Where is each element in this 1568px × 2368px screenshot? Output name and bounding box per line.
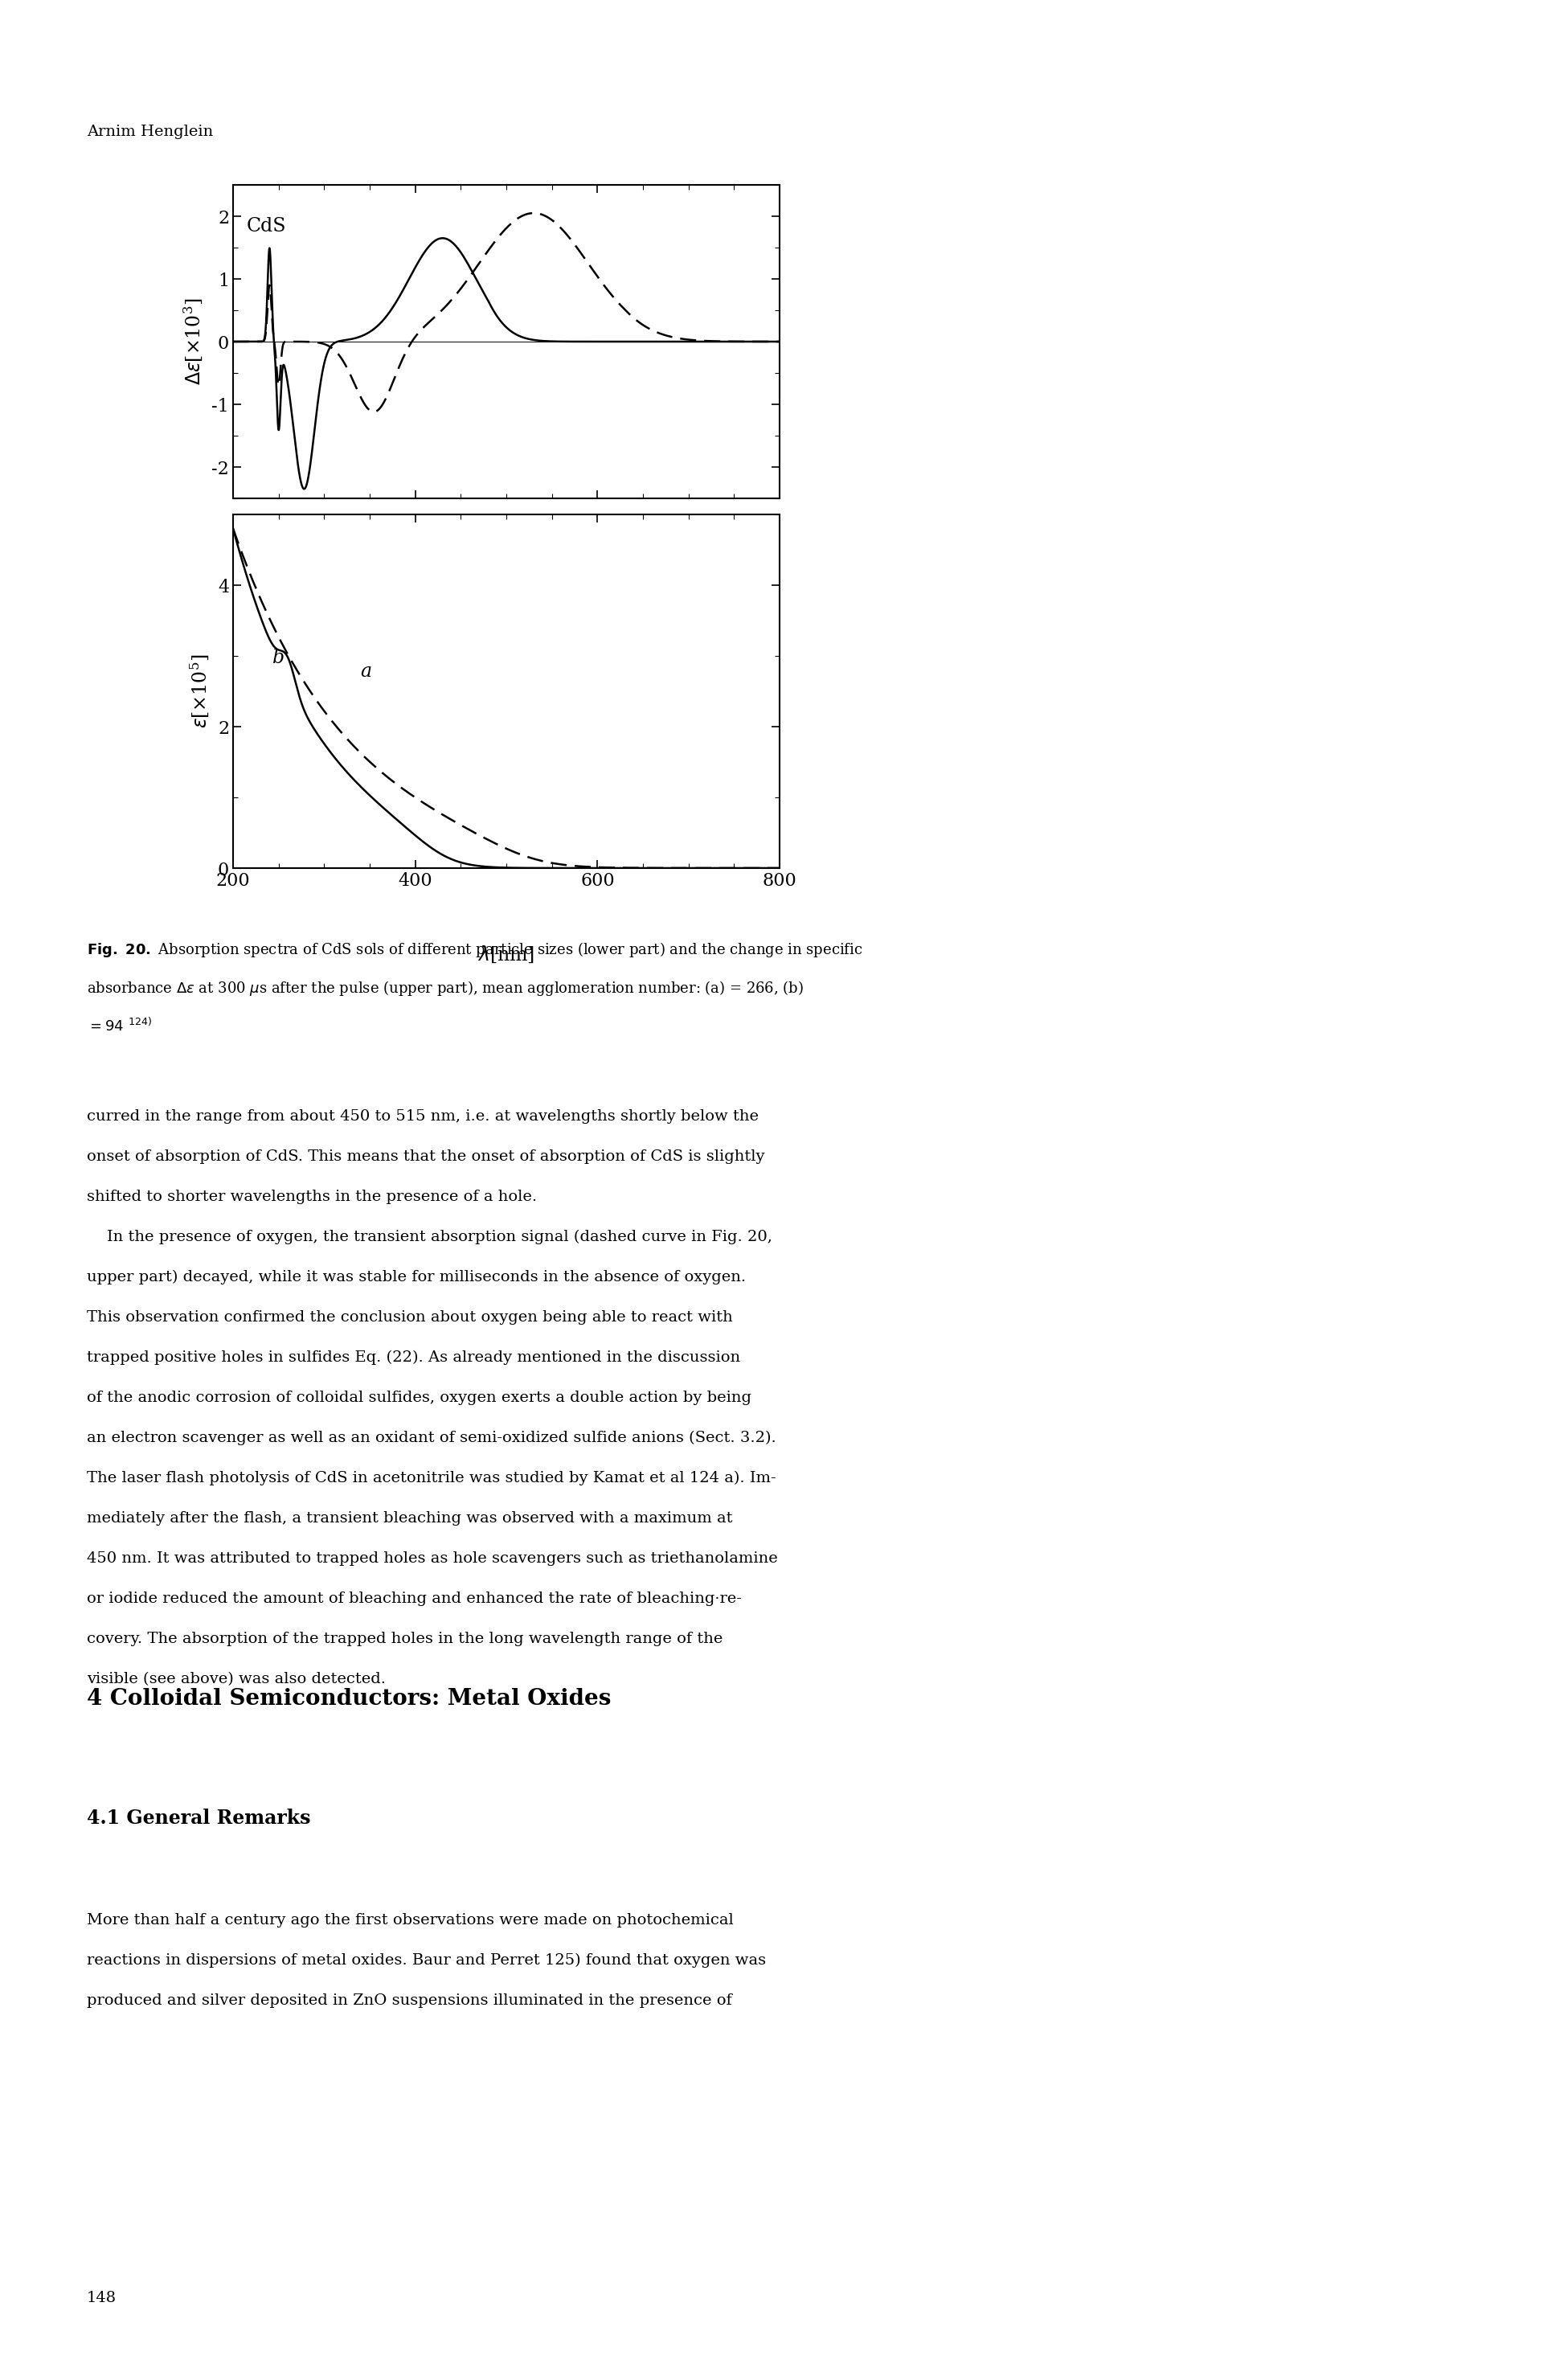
Text: Arnim Henglein: Arnim Henglein xyxy=(86,126,213,140)
Text: reactions in dispersions of metal oxides. Baur and Perret 125) found that oxygen: reactions in dispersions of metal oxides… xyxy=(86,1954,767,1968)
Text: absorbance $\Delta\varepsilon$ at 300 $\mu$s after the pulse (upper part), mean : absorbance $\Delta\varepsilon$ at 300 $\… xyxy=(86,978,803,997)
Text: shifted to shorter wavelengths in the presence of a hole.: shifted to shorter wavelengths in the pr… xyxy=(86,1189,536,1203)
Text: 4.1 General Remarks: 4.1 General Remarks xyxy=(86,1809,310,1828)
Text: CdS: CdS xyxy=(246,218,287,237)
Text: or iodide reduced the amount of bleaching and enhanced the rate of bleaching·re-: or iodide reduced the amount of bleachin… xyxy=(86,1591,742,1606)
Text: b: b xyxy=(273,649,284,668)
Text: $= 94\ ^{124)}$: $= 94\ ^{124)}$ xyxy=(86,1018,152,1035)
Text: upper part) decayed, while it was stable for milliseconds in the absence of oxyg: upper part) decayed, while it was stable… xyxy=(86,1269,746,1286)
Text: of the anodic corrosion of colloidal sulfides, oxygen exerts a double action by : of the anodic corrosion of colloidal sul… xyxy=(86,1390,751,1404)
Text: In the presence of oxygen, the transient absorption signal (dashed curve in Fig.: In the presence of oxygen, the transient… xyxy=(86,1229,773,1246)
Text: curred in the range from about 450 to 515 nm, i.e. at wavelengths shortly below : curred in the range from about 450 to 51… xyxy=(86,1108,759,1125)
Text: an electron scavenger as well as an oxidant of semi-oxidized sulfide anions (Sec: an electron scavenger as well as an oxid… xyxy=(86,1430,776,1444)
Text: More than half a century ago the first observations were made on photochemical: More than half a century ago the first o… xyxy=(86,1913,734,1928)
Text: $\bf{Fig.\ 20.}$ Absorption spectra of CdS sols of different particle sizes (low: $\bf{Fig.\ 20.}$ Absorption spectra of C… xyxy=(86,940,862,959)
Text: visible (see above) was also detected.: visible (see above) was also detected. xyxy=(86,1672,386,1686)
Text: The laser flash photolysis of CdS in acetonitrile was studied by Kamat et al 124: The laser flash photolysis of CdS in ace… xyxy=(86,1471,776,1485)
Text: produced and silver deposited in ZnO suspensions illuminated in the presence of: produced and silver deposited in ZnO sus… xyxy=(86,1994,732,2008)
Text: $\lambda$[nm]: $\lambda$[nm] xyxy=(478,945,535,964)
Y-axis label: $\Delta\varepsilon\mathregular{[\times10^3]}$: $\Delta\varepsilon\mathregular{[\times10… xyxy=(182,298,205,386)
Text: 450 nm. It was attributed to trapped holes as hole scavengers such as triethanol: 450 nm. It was attributed to trapped hol… xyxy=(86,1551,778,1565)
Text: covery. The absorption of the trapped holes in the long wavelength range of the: covery. The absorption of the trapped ho… xyxy=(86,1632,723,1646)
Text: a: a xyxy=(361,663,372,682)
Text: 148: 148 xyxy=(86,2290,116,2306)
Y-axis label: $\varepsilon\mathregular{[\times10^5]}$: $\varepsilon\mathregular{[\times10^5]}$ xyxy=(188,654,212,729)
Text: This observation confirmed the conclusion about oxygen being able to react with: This observation confirmed the conclusio… xyxy=(86,1310,732,1324)
Text: onset of absorption of CdS. This means that the onset of absorption of CdS is sl: onset of absorption of CdS. This means t… xyxy=(86,1148,765,1165)
Text: 4 Colloidal Semiconductors: Metal Oxides: 4 Colloidal Semiconductors: Metal Oxides xyxy=(86,1688,612,1710)
Text: trapped positive holes in sulfides Eq. (22). As already mentioned in the discuss: trapped positive holes in sulfides Eq. (… xyxy=(86,1350,740,1364)
Text: mediately after the flash, a transient bleaching was observed with a maximum at: mediately after the flash, a transient b… xyxy=(86,1511,732,1525)
